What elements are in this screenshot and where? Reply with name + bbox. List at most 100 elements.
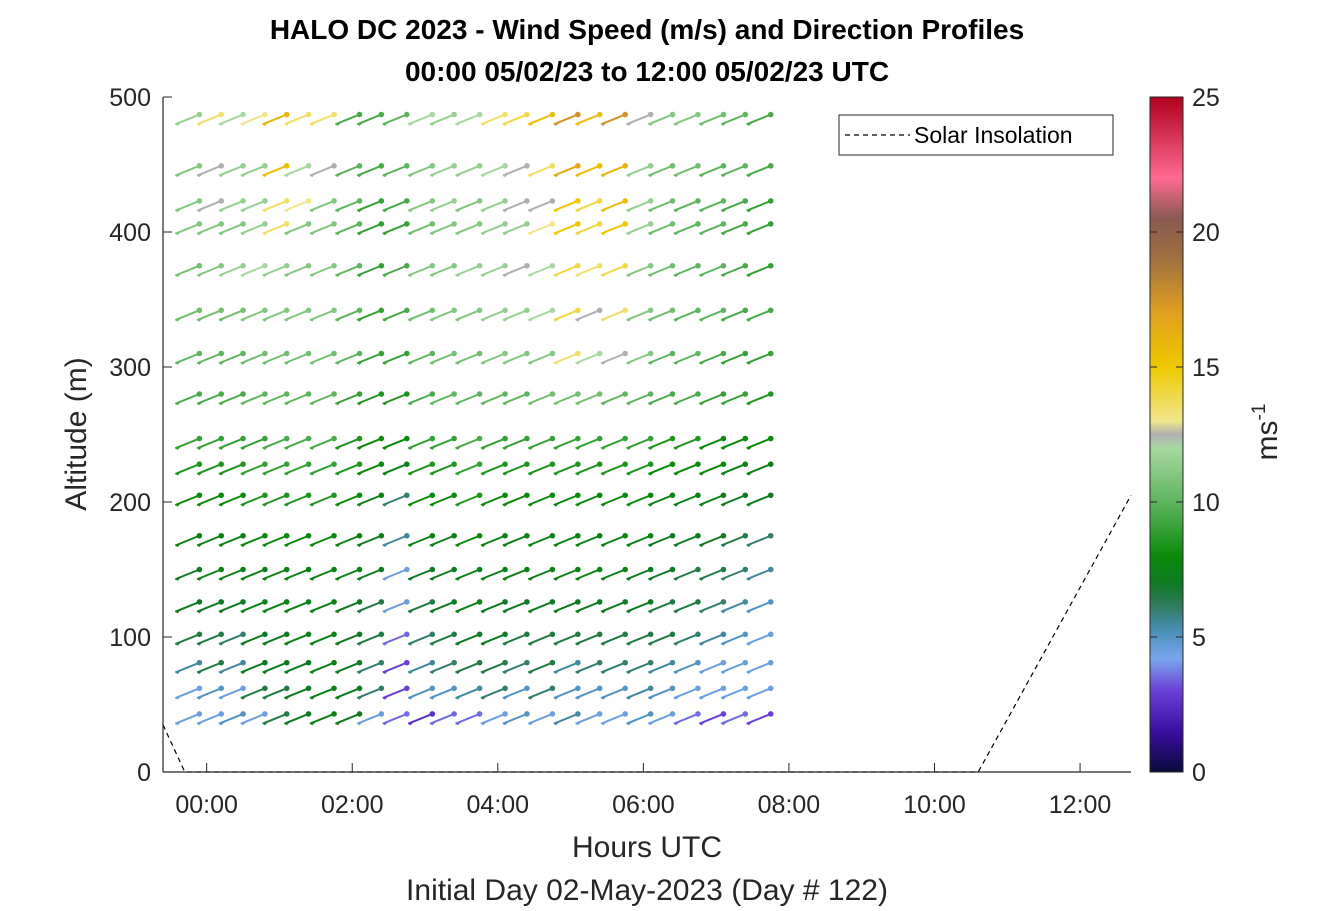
wind-barb-feather	[336, 173, 341, 178]
wind-barb-feather	[241, 641, 246, 646]
wind-barb-feather	[285, 471, 290, 476]
wind-barb-feather	[576, 471, 581, 476]
wind-barb-dot	[669, 492, 676, 499]
wind-barb-feather	[576, 641, 581, 646]
wind-barbs-layer	[174, 111, 774, 726]
wind-barb-dot	[549, 599, 556, 605]
wind-barb-dot	[356, 599, 363, 605]
chart-title-line1: HALO DC 2023 - Wind Speed (m/s) and Dire…	[270, 14, 1024, 45]
wind-barb-feather	[722, 502, 727, 507]
wind-barb-dot	[305, 566, 312, 573]
wind-barb-dot	[404, 599, 410, 605]
wind-barb-dot	[647, 111, 654, 118]
wind-barb-dot	[240, 198, 246, 204]
wind-barb-feather	[409, 317, 414, 322]
wind-barb-dot	[356, 262, 363, 269]
wind-barb-dot	[262, 198, 268, 204]
wind-barb-feather	[456, 576, 461, 581]
wind-barb-feather	[176, 273, 181, 278]
wind-barb-dot	[262, 711, 268, 717]
wind-barb-dot	[378, 221, 385, 227]
wind-barb-dot	[695, 631, 701, 638]
wind-barb-feather	[554, 445, 559, 450]
wind-barb-feather	[627, 401, 632, 406]
x-axis-label: Hours UTC	[572, 831, 722, 864]
wind-barb-feather	[383, 502, 388, 507]
wind-barb-feather	[529, 445, 534, 450]
wind-barb-dot	[647, 599, 654, 605]
wind-barb-feather	[503, 721, 509, 726]
wind-barb-feather	[241, 445, 246, 450]
wind-barb-dot	[429, 262, 436, 269]
wind-barb-dot	[218, 262, 225, 269]
wind-barb-dot	[622, 350, 628, 357]
wind-barb-dot	[218, 599, 225, 605]
wind-barb-dot	[695, 492, 701, 499]
wind-barb-dot	[404, 307, 410, 314]
wind-barb-dot	[404, 221, 410, 227]
wind-barb-dot	[524, 163, 530, 169]
wind-barb-feather	[482, 401, 487, 406]
wind-barb-feather	[431, 543, 436, 548]
wind-barb-feather	[383, 543, 388, 548]
wind-barb-feather	[336, 669, 341, 675]
wind-barb-feather	[627, 609, 632, 614]
wind-barb-feather	[503, 208, 509, 213]
wind-barb-feather	[263, 576, 268, 581]
colorbar-label: ms-1	[1249, 404, 1284, 461]
wind-barb-dot	[742, 350, 749, 357]
wind-barb-feather	[700, 609, 705, 614]
wind-barb-feather	[176, 317, 181, 322]
legend-label: Solar Insolation	[914, 122, 1073, 148]
wind-barb-dot	[575, 391, 581, 397]
wind-barb-dot	[404, 391, 410, 397]
wind-barb-feather	[627, 208, 632, 213]
wind-barb-feather	[529, 543, 534, 548]
wind-barb-feather	[554, 721, 559, 726]
wind-barb-dot	[451, 711, 457, 717]
wind-barb-dot	[240, 631, 246, 638]
wind-barb-feather	[456, 609, 461, 614]
wind-barb-feather	[482, 695, 487, 700]
x-tick-label: 00:00	[175, 791, 238, 819]
wind-barb-dot	[767, 461, 774, 468]
wind-barb-feather	[722, 273, 727, 278]
wind-barb-feather	[263, 273, 268, 278]
wind-barb-dot	[218, 435, 225, 442]
wind-barb-dot	[283, 532, 290, 539]
wind-barb-dot	[262, 262, 268, 269]
wind-barb-dot	[524, 350, 530, 357]
wind-barb-dot	[596, 711, 603, 717]
wind-barb-dot	[404, 685, 410, 692]
wind-barb-feather	[431, 502, 436, 507]
wind-barb-dot	[476, 111, 483, 118]
wind-barb-dot	[695, 599, 701, 605]
wind-barb-dot	[404, 711, 410, 717]
wind-barb-feather	[700, 121, 705, 126]
wind-barb-feather	[482, 641, 487, 646]
wind-barb-dot	[575, 599, 581, 605]
wind-barb-dot	[404, 532, 410, 539]
wind-barb-feather	[311, 231, 316, 236]
wind-barb-feather	[285, 121, 290, 126]
wind-barb-dot	[647, 492, 654, 499]
wind-barb-feather	[529, 208, 534, 213]
wind-barb-feather	[674, 231, 680, 236]
wind-barb-dot	[451, 262, 457, 269]
wind-barb-feather	[456, 502, 461, 507]
wind-barb-feather	[576, 502, 581, 507]
wind-barb-feather	[220, 360, 225, 365]
wind-barb-dot	[451, 391, 457, 397]
wind-barb-dot	[305, 492, 312, 499]
wind-barb-feather	[220, 669, 225, 675]
wind-barb-dot	[596, 659, 603, 666]
wind-barb-feather	[176, 471, 181, 476]
wind-barb-feather	[503, 576, 509, 581]
colorbar-tick-label: 10	[1192, 489, 1220, 517]
wind-barb-feather	[198, 445, 203, 450]
wind-barb-feather	[409, 502, 414, 507]
wind-barb-dot	[218, 492, 225, 499]
wind-barb-dot	[720, 221, 727, 227]
wind-barb-dot	[331, 221, 337, 227]
wind-barb-dot	[720, 711, 727, 717]
